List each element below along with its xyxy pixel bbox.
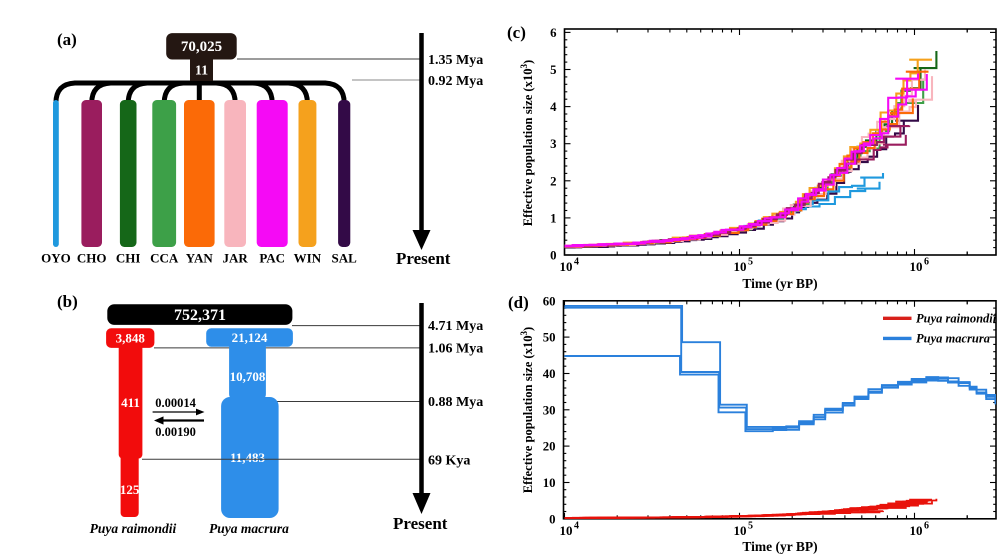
svg-text:10: 10 [734,523,747,538]
svg-text:Puya macrura: Puya macrura [209,521,289,536]
svg-text:6: 6 [550,26,557,40]
svg-text:2: 2 [550,174,556,188]
svg-text:0: 0 [549,512,555,526]
svg-text:Puya raimondii: Puya raimondii [916,312,997,326]
svg-text:1: 1 [550,211,556,225]
svg-text:0.00014: 0.00014 [155,396,196,410]
svg-text:0.88 Mya: 0.88 Mya [428,395,483,410]
svg-text:30: 30 [543,403,556,417]
svg-text:20: 20 [543,440,556,454]
svg-text:1.35 Mya: 1.35 Mya [428,53,483,68]
svg-text:Time (yr BP): Time (yr BP) [742,539,817,554]
svg-text:5: 5 [748,257,753,268]
svg-text:Puya raimondii: Puya raimondii [90,521,177,536]
svg-text:JAR: JAR [223,251,249,266]
svg-text:3: 3 [550,137,556,151]
svg-text:Present: Present [396,249,451,268]
svg-text:OYO: OYO [41,251,71,266]
svg-text:10: 10 [734,259,747,274]
svg-text:4.71 Mya: 4.71 Mya [428,319,483,334]
svg-text:0.92 Mya: 0.92 Mya [428,74,483,89]
svg-text:10: 10 [560,259,573,274]
svg-text:WIN: WIN [294,251,322,266]
svg-text:4: 4 [574,521,579,532]
svg-text:SAL: SAL [332,251,358,266]
svg-text:(a): (a) [57,30,77,49]
svg-text:10: 10 [910,259,923,274]
svg-text:(d): (d) [508,293,529,312]
svg-text:10,708: 10,708 [230,369,266,384]
svg-text:10: 10 [910,523,923,538]
svg-text:40: 40 [543,367,556,381]
svg-text:Effective population size (x10: Effective population size (x103) [519,327,535,493]
svg-text:11,483: 11,483 [230,450,266,465]
svg-text:CCA: CCA [150,251,179,266]
svg-text:10: 10 [560,523,573,538]
svg-text:Effective population size (x10: Effective population size (x103) [519,60,535,226]
svg-text:6: 6 [924,257,929,268]
svg-text:6: 6 [924,521,929,532]
svg-text:4: 4 [574,257,579,268]
svg-text:Puya macrura: Puya macrura [916,332,990,346]
svg-text:PAC: PAC [259,251,285,266]
svg-text:70,025: 70,025 [181,39,222,55]
svg-text:(c): (c) [507,23,526,42]
svg-text:60: 60 [543,294,556,308]
svg-text:1.06 Mya: 1.06 Mya [428,342,483,357]
svg-text:0.00190: 0.00190 [155,425,196,439]
svg-text:Present: Present [393,514,448,533]
svg-text:69 Kya: 69 Kya [428,454,470,469]
svg-text:10: 10 [543,476,556,490]
svg-text:21,124: 21,124 [232,330,268,345]
svg-text:50: 50 [543,331,556,345]
svg-text:752,371: 752,371 [174,307,226,324]
svg-text:4: 4 [550,100,557,114]
svg-text:YAN: YAN [186,251,214,266]
svg-text:5: 5 [550,63,556,77]
svg-text:CHI: CHI [116,251,141,266]
svg-text:Time (yr BP): Time (yr BP) [742,276,817,291]
svg-text:0: 0 [550,249,556,263]
svg-text:CHO: CHO [77,251,107,266]
svg-text:3,848: 3,848 [116,331,146,346]
svg-text:5: 5 [748,521,753,532]
svg-text:11: 11 [195,64,208,79]
svg-text:(b): (b) [57,292,78,311]
svg-text:411: 411 [121,395,140,410]
svg-text:125: 125 [120,482,140,497]
